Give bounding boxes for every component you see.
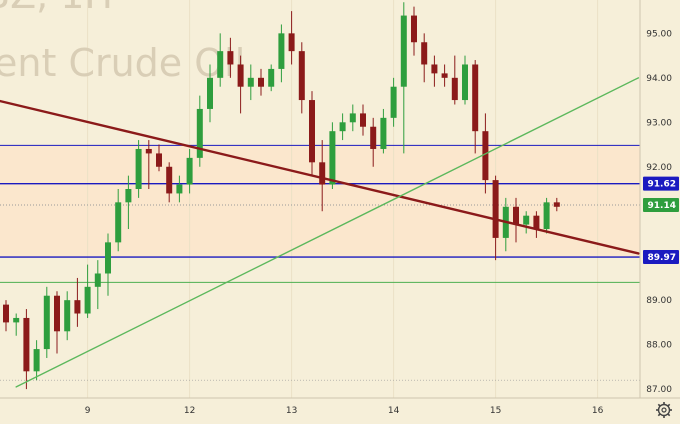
candle-body [472, 64, 479, 132]
candle-body [237, 64, 244, 87]
candle-body [217, 51, 224, 78]
candle-body [268, 68, 275, 87]
candle-body [319, 162, 326, 185]
candle-body [390, 86, 397, 118]
candle-body [196, 108, 203, 158]
candle-body [462, 64, 468, 101]
candle-body [247, 77, 254, 87]
price-tick-label: 93.00 [646, 118, 672, 128]
candle-body [115, 202, 122, 243]
candle-body [135, 148, 142, 189]
candle-body [513, 206, 519, 225]
time-axis-panel[interactable] [0, 398, 640, 424]
price-badges: 91.62 91.14 89.97 [643, 176, 679, 265]
candle-body [207, 77, 213, 109]
time-tick-label: 12 [184, 406, 195, 416]
candle-body [523, 215, 530, 225]
candle-body [329, 131, 336, 185]
candle-body [349, 113, 356, 123]
trendline [0, 99, 640, 255]
price-badge [643, 250, 679, 265]
price-badge [643, 176, 679, 191]
resistance-zone-band [0, 145, 640, 258]
candle-body [186, 157, 193, 185]
time-axis-labels: 9 12 13 14 15 16 [85, 406, 604, 416]
candle-body [288, 33, 295, 52]
candle-body [54, 295, 60, 332]
watermark-symbol: BZ, 1H [0, 0, 113, 17]
price-tick-label: 88.00 [646, 341, 672, 351]
price-axis-labels: 95.00 94.00 93.00 92.00 89.00 88.00 87.00 [646, 29, 672, 395]
time-tick-label: 15 [490, 406, 501, 416]
candle-body [105, 242, 111, 274]
price-tick-label: 87.00 [646, 385, 672, 395]
candle-body [258, 77, 264, 87]
candle-body [400, 15, 407, 87]
candle-body [64, 300, 71, 332]
candle-body [125, 188, 132, 203]
time-tick-label: 16 [592, 406, 604, 416]
candle-body [339, 122, 346, 132]
candle-body [441, 73, 448, 78]
price-tick-label: 95.00 [646, 29, 672, 39]
candle-body [94, 273, 101, 287]
candle-body [360, 113, 366, 127]
candle-body [298, 51, 305, 101]
candle-body [533, 215, 540, 230]
candle-body [156, 153, 162, 167]
price-badge [643, 198, 679, 213]
candle-body [33, 349, 40, 372]
time-tick-label: 14 [388, 406, 400, 416]
trendlines [0, 77, 640, 388]
candle-body [380, 117, 387, 149]
candle-body [23, 317, 30, 372]
candle-body [543, 202, 550, 230]
candle-body [13, 317, 20, 323]
candle-body [411, 15, 417, 43]
candle-body [482, 131, 489, 181]
price-tick-label: 92.00 [646, 163, 672, 173]
candle-body [176, 184, 183, 194]
watermark-instrument: ent Crude Oil [0, 41, 245, 85]
candle-body [278, 33, 285, 69]
candle-body [84, 286, 91, 314]
candlestick-series [3, 2, 560, 390]
price-badge-label: 91.14 [648, 201, 676, 211]
price-tick-label: 89.00 [646, 296, 672, 306]
candle-body [370, 126, 377, 149]
trendline [15, 77, 640, 388]
candle-body [451, 77, 458, 101]
candle-body [431, 64, 438, 74]
candle-body [74, 300, 81, 314]
settings-gear-icon[interactable] [656, 402, 672, 418]
candle-body [227, 51, 234, 65]
candle-body [492, 180, 499, 238]
price-badge-label: 89.97 [648, 253, 676, 263]
candle-body [43, 295, 50, 350]
candle-body [166, 166, 173, 194]
candle-body [145, 148, 152, 154]
candle-body [3, 304, 9, 323]
time-tick-label: 9 [85, 406, 91, 416]
candle-body [421, 42, 428, 65]
price-tick-label: 94.00 [646, 74, 672, 84]
candle-body [309, 100, 315, 163]
time-tick-label: 13 [286, 406, 297, 416]
price-badge-label: 91.62 [648, 180, 676, 190]
candle-body [553, 202, 560, 207]
